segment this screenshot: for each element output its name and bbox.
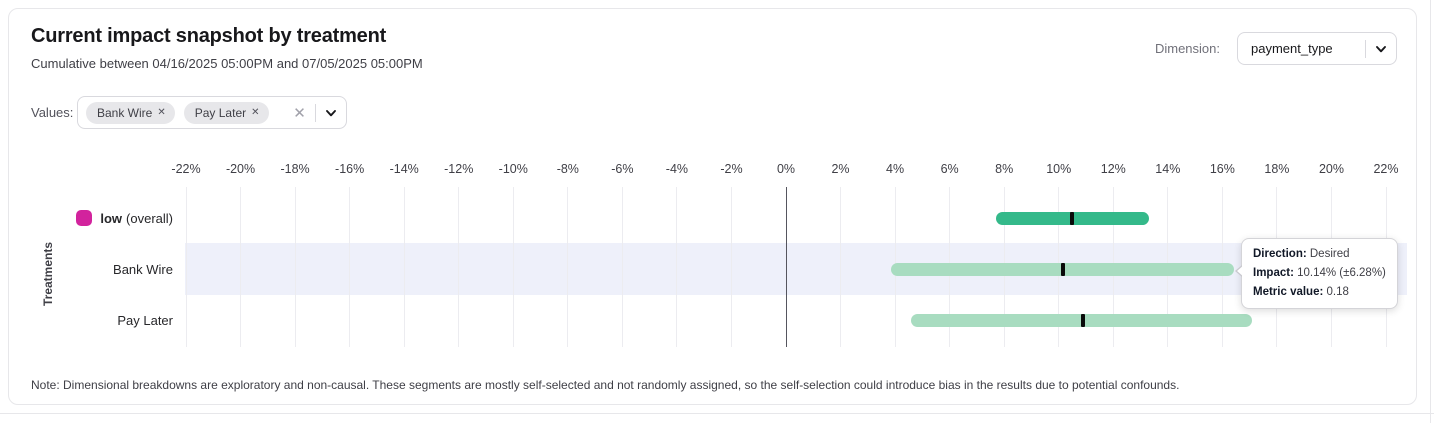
x-tick-label: 4% <box>886 162 905 176</box>
x-tick-label: 12% <box>1100 162 1126 176</box>
date-range-subtitle: Cumulative between 04/16/2025 05:00PM an… <box>31 56 423 71</box>
x-tick-label: -22% <box>171 162 201 176</box>
chevron-down-icon[interactable] <box>316 106 346 120</box>
chip-remove-icon[interactable]: ✕ <box>157 107 166 118</box>
x-tick-label: -16% <box>335 162 365 176</box>
impact-snapshot-card: Current impact snapshot by treatment Cum… <box>8 8 1417 405</box>
x-tick-label: 14% <box>1155 162 1181 176</box>
gridline <box>567 187 569 347</box>
chip-remove-icon[interactable]: ✕ <box>251 107 260 118</box>
values-multiselect[interactable]: Bank Wire ✕ Pay Later ✕ ✕ <box>77 96 347 129</box>
x-tick-label: 6% <box>940 162 959 176</box>
gridline <box>185 187 187 347</box>
impact-chart: Treatments -22% -20% -18% -16% -14% -12% -10% -… <box>9 9 1418 406</box>
x-tick-label: -2% <box>720 162 743 176</box>
x-tick-label: -4% <box>665 162 689 176</box>
clear-all-values-icon[interactable]: ✕ <box>293 104 306 122</box>
bar-tooltip: Direction: Desired Impact: 10.14% (±6.28… <box>1235 238 1398 309</box>
zero-gridline <box>785 187 787 347</box>
x-tick-label: 8% <box>995 162 1014 176</box>
x-tick-label: -18% <box>280 162 310 176</box>
gridline <box>840 187 842 347</box>
gridline <box>403 187 405 347</box>
x-tick-label: 22% <box>1373 162 1399 176</box>
dimension-label: Dimension: <box>1154 41 1220 56</box>
impact-center-marker <box>1070 211 1075 225</box>
impact-center-marker <box>1081 313 1086 327</box>
gridline <box>349 187 351 347</box>
dimension-select[interactable]: payment_type <box>1237 32 1397 65</box>
x-tick-label: 20% <box>1318 162 1344 176</box>
gridline <box>676 187 678 347</box>
select-divider <box>1365 39 1366 58</box>
x-tick-label: 0% <box>776 162 796 176</box>
x-tick-label: -10% <box>498 162 528 176</box>
value-chip-label: Bank Wire <box>97 105 153 120</box>
x-tick-label: 2% <box>831 162 850 176</box>
exploratory-note: Note: Dimensional breakdowns are explora… <box>31 378 1180 392</box>
gridline <box>294 187 296 347</box>
gridline <box>458 187 460 347</box>
adjacent-card-left-border <box>1430 0 1431 423</box>
value-chip-label: Pay Later <box>194 105 247 120</box>
x-tick-label: 10% <box>1046 162 1072 176</box>
page-title: Current impact snapshot by treatment <box>31 25 387 47</box>
values-label: Values: <box>31 105 74 120</box>
tooltip-line: Metric value: 0.18 <box>1253 286 1349 298</box>
dimension-selected-value: payment_type <box>1251 41 1333 56</box>
gridline <box>621 187 623 347</box>
x-tick-label: 18% <box>1264 162 1290 176</box>
x-tick-label: -20% <box>225 162 256 176</box>
tooltip-line: Direction: Desired <box>1253 248 1350 260</box>
x-tick-label: -12% <box>444 162 474 176</box>
select-divider <box>314 103 316 122</box>
value-chip-pay-later: Pay Later ✕ <box>183 101 269 124</box>
x-tick-label: -14% <box>389 162 419 176</box>
treatment-row-label: low (overall) <box>9 208 173 228</box>
treatment-row-label: Bank Wire <box>113 261 173 277</box>
legend-swatch-icon <box>76 210 93 226</box>
gridline <box>240 187 242 347</box>
x-tick-label: -6% <box>611 162 634 176</box>
chevron-down-icon <box>1366 42 1396 56</box>
x-tick-label: 16% <box>1209 162 1235 176</box>
x-tick-label: -8% <box>556 162 579 176</box>
tooltip-line: Impact: 10.14% (±6.28%) <box>1253 267 1386 279</box>
treatment-row-label: Pay Later <box>117 312 173 328</box>
gridline <box>512 187 514 347</box>
impact-center-marker <box>1060 262 1065 276</box>
adjacent-card-top-border <box>0 413 1434 414</box>
gridline <box>730 187 732 347</box>
value-chip-bank-wire: Bank Wire ✕ <box>86 101 175 124</box>
